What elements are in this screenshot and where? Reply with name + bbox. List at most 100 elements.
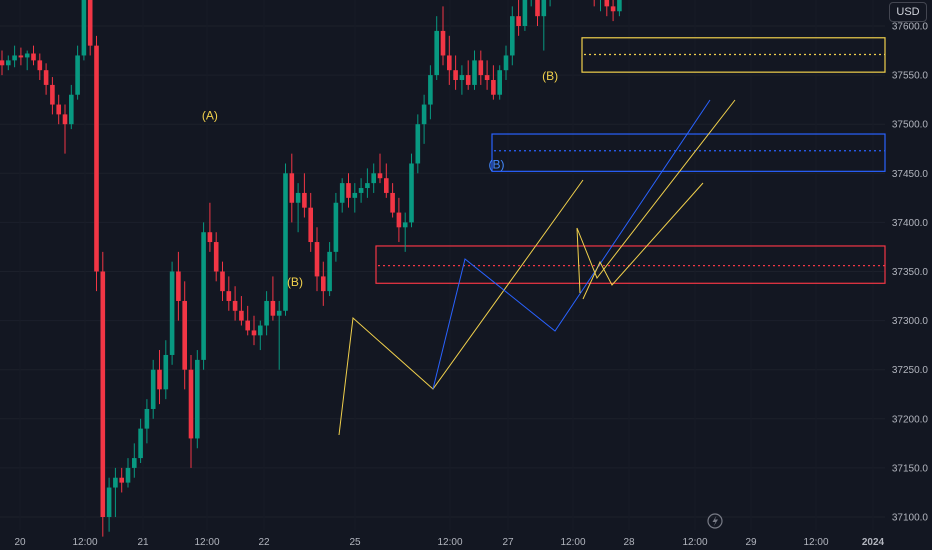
candle-up: [125, 467, 131, 483]
candle-up: [402, 222, 408, 228]
candle-down: [390, 192, 395, 213]
candle-up: [428, 75, 433, 105]
price-label: 37300.0: [892, 316, 929, 327]
candle-down: [314, 242, 320, 277]
candle-down: [465, 75, 471, 85]
price-label: 37100.0: [892, 513, 929, 524]
wave-label: (B): [489, 157, 505, 171]
candle-up: [195, 359, 200, 439]
candle-up: [327, 251, 332, 292]
candle-up: [497, 70, 502, 95]
candle-up: [6, 60, 11, 66]
candle-down: [207, 232, 213, 243]
candle-up: [24, 53, 30, 58]
candle-down: [535, 0, 540, 17]
candle-down: [478, 60, 484, 76]
candle-up: [409, 163, 414, 223]
price-label: 37500.0: [892, 120, 929, 131]
candle-up: [459, 75, 465, 81]
price-zones: [375, 37, 886, 284]
wave-yellow-minor: [582, 182, 704, 300]
candle-down: [94, 45, 99, 272]
time-label: 29: [745, 537, 757, 548]
candle-up: [258, 325, 263, 336]
candle-down: [308, 207, 313, 243]
price-label: 37200.0: [892, 414, 929, 425]
candle-down: [245, 320, 250, 331]
time-label: 25: [349, 537, 361, 548]
candle-up: [339, 183, 345, 203]
candle-up: [434, 30, 439, 76]
time-label: 12:00: [72, 537, 97, 548]
price-axis[interactable]: 37100.0 37150.0 37200.0 37250.0 37300.0 37350…: [892, 0, 929, 524]
price-label: 37400.0: [892, 218, 929, 229]
candle-down: [0, 60, 5, 66]
candle-down: [610, 6, 616, 12]
candle-up: [541, 0, 547, 17]
candle-down: [62, 114, 68, 125]
time-label: 2024: [862, 537, 885, 548]
candle-up: [169, 271, 175, 355]
lightning-icon-bolt: [712, 515, 718, 527]
candle-up: [415, 124, 421, 164]
candle-up: [12, 55, 17, 61]
candle-down: [377, 173, 383, 179]
candle-down: [302, 192, 307, 208]
candle-up: [352, 192, 358, 198]
candle-down: [176, 271, 181, 301]
candle-up: [113, 477, 118, 488]
price-label: 37450.0: [892, 169, 929, 180]
time-label: 12:00: [560, 537, 585, 548]
currency-button[interactable]: USD: [889, 2, 927, 22]
time-label: 28: [623, 537, 635, 548]
candle-down: [321, 276, 326, 292]
candle-down: [31, 53, 36, 61]
price-label: 37350.0: [892, 267, 929, 278]
price-label: 37600.0: [892, 22, 929, 33]
candle-up: [150, 369, 156, 409]
candle-down: [251, 330, 257, 336]
candle-up: [81, 0, 87, 56]
time-label: 12:00: [682, 537, 707, 548]
candle-up: [138, 428, 143, 459]
candle-down: [484, 75, 490, 81]
candle-up: [264, 300, 269, 326]
candle-down: [226, 291, 232, 301]
wave-blue: [432, 99, 711, 390]
candle-down: [239, 310, 244, 321]
candle-up: [510, 16, 515, 56]
candle-down: [447, 55, 452, 71]
time-axis[interactable]: 20 12:00 21 12:00 22 25 12:00 27 12:00 28 12:00 29 1…: [14, 537, 884, 548]
candle-up: [503, 55, 509, 71]
time-label: 27: [502, 537, 514, 548]
candle-down: [516, 16, 521, 26]
candle-down: [396, 212, 402, 228]
wave-yellow-primary: [338, 179, 584, 436]
candle-down: [440, 30, 446, 56]
price-label: 37250.0: [892, 365, 929, 376]
candle-down: [50, 84, 55, 105]
candle-down: [43, 70, 49, 85]
lightning-icon[interactable]: [707, 513, 723, 529]
candle-up: [295, 192, 301, 203]
time-label: 20: [14, 537, 26, 548]
candle-down: [220, 271, 225, 292]
candle-down: [188, 369, 194, 439]
time-label: 12:00: [437, 537, 462, 548]
candle-down: [157, 369, 162, 390]
candle-down: [289, 173, 295, 203]
candle-up: [522, 0, 528, 26]
wave-label: (B): [542, 69, 558, 83]
candle-up: [472, 60, 477, 85]
wave-labels: (A)(B)(C)(A)(B)(C)(A)(B)(C): [202, 69, 558, 289]
candle-up: [617, 0, 622, 12]
candle-down: [100, 271, 106, 517]
candle-up: [333, 202, 339, 252]
candle-up: [163, 354, 169, 390]
time-label: 12:00: [194, 537, 219, 548]
candle-down: [346, 183, 351, 198]
candles: [0, 0, 622, 537]
candle-up: [276, 310, 282, 316]
